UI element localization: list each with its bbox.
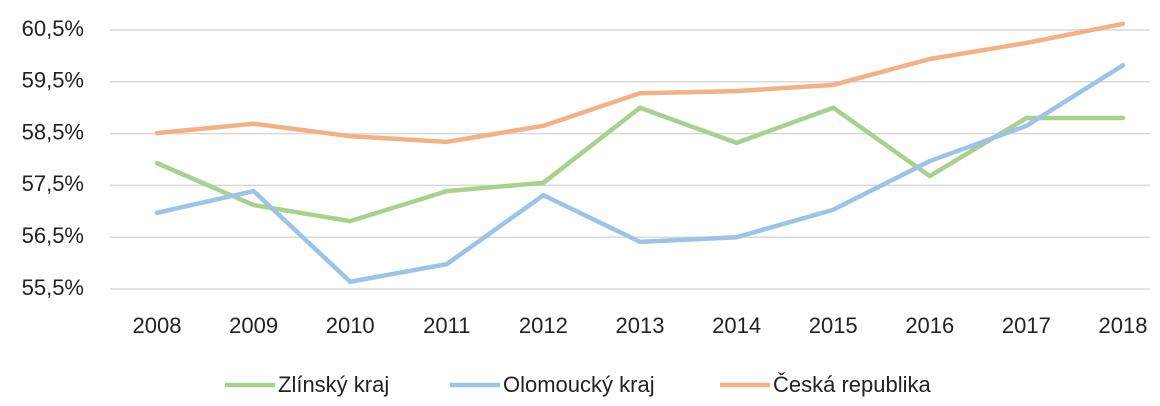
line — [154, 21, 1126, 145]
x-tick-label: 2009 — [229, 313, 278, 338]
legend-label: Olomoucký kraj — [503, 372, 655, 397]
y-tick-label: 57,5% — [22, 171, 84, 196]
x-tick-label: 2012 — [519, 313, 568, 338]
y-tick-label: 58,5% — [22, 119, 84, 144]
y-tick-label: 60,5% — [22, 16, 84, 41]
x-tick-label: 2018 — [1099, 313, 1148, 338]
y-tick-label: 59,5% — [22, 68, 84, 93]
x-tick-label: 2013 — [616, 313, 665, 338]
x-tick-label: 2017 — [1002, 313, 1051, 338]
y-tick-label: 55,5% — [22, 275, 84, 300]
line — [154, 105, 1126, 224]
legend-label: Česká republika — [773, 372, 932, 397]
legend-label: Zlínský kraj — [278, 372, 389, 397]
x-tick-label: 2016 — [905, 313, 954, 338]
x-tick-label: 2008 — [133, 313, 182, 338]
x-tick-label: 2011 — [423, 313, 470, 338]
y-tick-label: 56,5% — [22, 223, 84, 248]
x-tick-label: 2015 — [809, 313, 858, 338]
x-tick-label: 2014 — [712, 313, 761, 338]
line — [154, 62, 1126, 284]
x-tick-label: 2010 — [326, 313, 375, 338]
